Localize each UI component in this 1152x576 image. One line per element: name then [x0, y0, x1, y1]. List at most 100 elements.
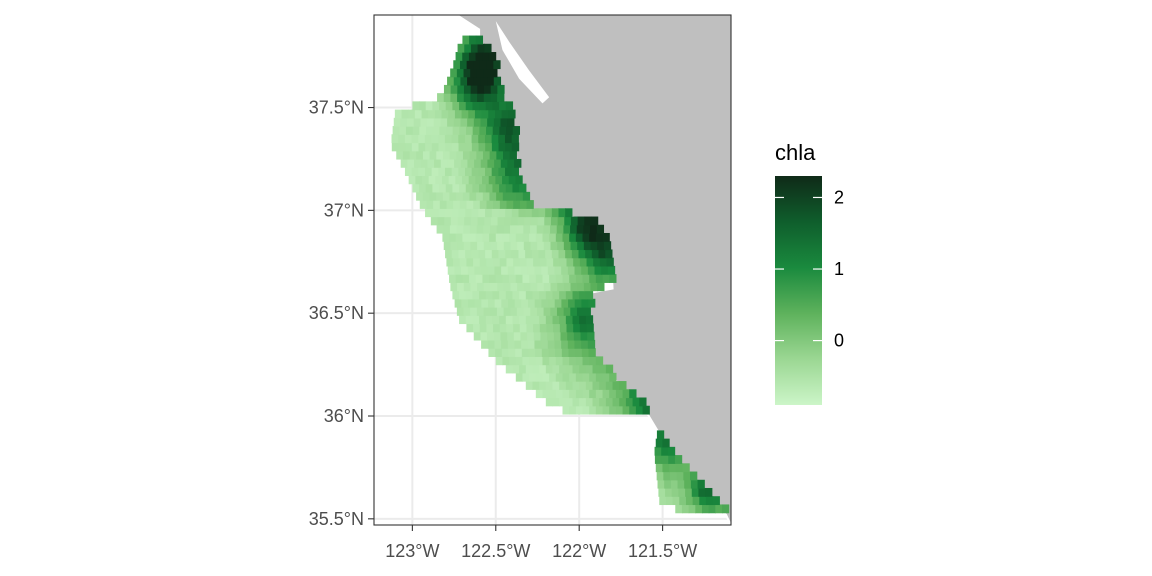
raster-cell — [564, 216, 572, 226]
raster-cell — [480, 331, 488, 341]
raster-cell — [519, 364, 527, 374]
raster-cell — [507, 331, 515, 341]
raster-cell — [544, 216, 552, 226]
raster-cell — [464, 43, 472, 53]
raster-cell — [570, 241, 578, 251]
raster-cell — [595, 372, 604, 382]
raster-cell — [550, 282, 558, 292]
y-tick-label-3: 37°N — [324, 200, 364, 220]
raster-cell — [476, 191, 484, 201]
raster-cell — [513, 331, 522, 341]
raster-cell — [595, 274, 604, 283]
raster-cell — [518, 208, 526, 218]
raster-cell — [466, 200, 474, 209]
raster-cell — [509, 274, 517, 283]
raster-cell — [671, 487, 680, 497]
raster-cell — [545, 315, 554, 325]
raster-cell — [498, 208, 506, 218]
raster-cell — [609, 389, 617, 399]
raster-cell — [579, 397, 587, 407]
raster-cell — [524, 216, 532, 226]
raster-cell — [521, 298, 529, 308]
raster-cell — [595, 356, 604, 366]
raster-cell — [431, 208, 439, 218]
raster-cell — [656, 471, 664, 481]
raster-cell — [553, 257, 561, 267]
raster-cell — [575, 232, 584, 242]
raster-cell — [529, 232, 537, 242]
raster-cell — [456, 224, 464, 234]
raster-cell — [500, 158, 509, 168]
raster-cell — [396, 150, 404, 160]
raster-cell — [531, 249, 540, 259]
raster-cell — [599, 397, 607, 407]
raster-cell — [425, 101, 433, 111]
raster-cell — [439, 200, 448, 209]
raster-cell — [510, 224, 518, 234]
raster-cell — [537, 216, 545, 226]
raster-cell — [665, 487, 673, 497]
raster-cell — [408, 109, 416, 119]
raster-cell — [668, 455, 676, 464]
raster-cell — [568, 348, 576, 357]
raster-cell — [484, 134, 493, 144]
raster-cell — [391, 134, 399, 144]
raster-cell — [658, 487, 666, 497]
raster-cell — [612, 381, 620, 390]
raster-cell — [512, 364, 520, 374]
raster-cell — [494, 158, 502, 168]
raster-cell — [578, 249, 586, 259]
raster-cell — [552, 315, 560, 325]
raster-cell — [629, 405, 637, 415]
raster-cell — [453, 60, 461, 70]
raster-cell — [529, 274, 537, 283]
raster-cell — [674, 455, 683, 464]
raster-cell — [515, 356, 524, 366]
raster-cell — [450, 241, 458, 251]
raster-cell — [461, 109, 469, 119]
chla-raster — [391, 35, 730, 514]
legend-label-1: 1 — [834, 259, 844, 279]
raster-cell — [545, 381, 554, 390]
raster-cell — [458, 142, 466, 152]
y-tick-label-1: 36°N — [324, 406, 364, 426]
raster-cell — [685, 496, 694, 506]
raster-cell — [508, 348, 516, 357]
raster-cell — [698, 487, 706, 497]
raster-cell — [450, 84, 458, 94]
raster-cell — [418, 167, 426, 177]
raster-cell — [503, 241, 512, 251]
raster-cell — [585, 381, 594, 390]
raster-cell — [558, 249, 566, 259]
raster-cell — [471, 167, 479, 177]
raster-cell — [464, 134, 473, 144]
raster-cell — [471, 208, 480, 218]
raster-cell — [573, 257, 581, 267]
raster-cell — [575, 274, 584, 283]
raster-cell — [488, 298, 496, 308]
raster-cell — [532, 364, 540, 374]
raster-cell — [533, 331, 542, 341]
raster-cell — [639, 397, 647, 407]
raster-cell — [562, 389, 570, 399]
raster-cell — [432, 183, 440, 193]
raster-cell — [549, 274, 557, 283]
raster-cell — [554, 298, 562, 308]
raster-cell — [565, 249, 573, 259]
raster-cell — [449, 232, 457, 242]
raster-cell — [519, 183, 527, 193]
raster-cell — [522, 356, 530, 366]
raster-cell — [513, 200, 521, 209]
raster-cell — [535, 372, 544, 382]
raster-cell — [609, 274, 617, 283]
raster-cell — [451, 167, 459, 177]
raster-cell — [602, 372, 610, 382]
raster-cell — [559, 397, 567, 407]
raster-cell — [583, 241, 592, 251]
raster-cell — [459, 60, 468, 70]
legend-ticks: 0 1 2 — [775, 187, 844, 351]
raster-cell — [557, 241, 565, 251]
raster-cell — [493, 257, 501, 267]
raster-cell — [507, 158, 515, 168]
